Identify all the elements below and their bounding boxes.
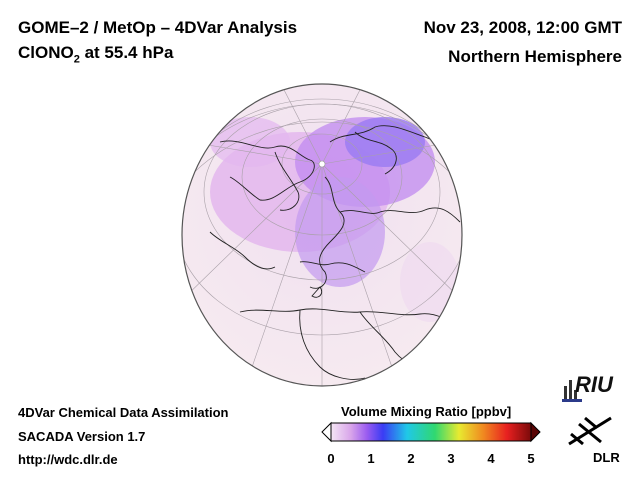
globe-map: [181, 83, 463, 387]
pressure-level: at 55.4 hPa: [79, 43, 174, 62]
vortex-east: [400, 242, 460, 322]
dlr-logo-icon: [568, 416, 612, 446]
species-subscript: 2: [73, 53, 80, 66]
graticule: [182, 84, 462, 386]
colorbar-tick-0: 0: [327, 451, 335, 466]
footer-line-2: SACADA Version 1.7: [18, 429, 146, 444]
region-label: Northern Hemisphere: [448, 47, 622, 66]
footer-line-1: 4DVar Chemical Data Assimilation: [18, 405, 229, 420]
colorbar-tick-5: 5: [527, 451, 535, 466]
footer-line-3: http://wdc.dlr.de: [18, 452, 118, 467]
colorbar-tick-4: 4: [487, 451, 495, 466]
colorbar: [321, 421, 541, 443]
colorbar-title: Volume Mixing Ratio [ppbv]: [341, 404, 512, 419]
riu-logo-text: RIU: [575, 372, 613, 397]
title-line-2: ClONO2 at 55.4 hPa: [18, 43, 173, 65]
coastlines: [209, 125, 461, 380]
dlr-logo-text: DLR: [593, 450, 620, 465]
colorbar-min-arrow: [321, 421, 332, 443]
riu-logo-icon: [562, 380, 582, 402]
north-pole-marker: [318, 160, 326, 168]
title-line-1: GOME–2 / MetOp – 4DVar Analysis: [18, 18, 298, 37]
colorbar-tick-3: 3: [447, 451, 455, 466]
globe-outline: [181, 83, 463, 387]
vortex-lobe: [295, 177, 385, 287]
date-label: Nov 23, 2008, 12:00 GMT: [423, 18, 622, 37]
species-name: ClONO: [18, 43, 74, 62]
colorbar-tick-2: 2: [407, 451, 415, 466]
colorbar-ramp: [330, 422, 532, 442]
colorbar-tick-1: 1: [367, 451, 375, 466]
colorbar-max-arrow: [530, 421, 541, 443]
